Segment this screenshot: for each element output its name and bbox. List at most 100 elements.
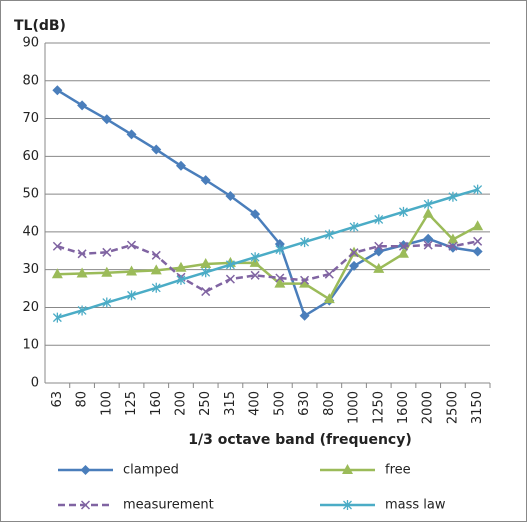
x-tick-label: 160: [149, 391, 164, 416]
point-marker: [448, 191, 458, 202]
point-marker: [151, 250, 161, 260]
y-tick-label: 60: [22, 149, 39, 164]
point-marker: [126, 240, 137, 250]
x-tick-label: 2500: [445, 391, 460, 424]
y-tick-label: 0: [31, 376, 39, 391]
point-marker: [201, 267, 211, 278]
x-tick-label: 500: [272, 391, 287, 416]
point-marker: [250, 209, 261, 220]
point-marker: [51, 268, 63, 279]
point-marker: [225, 259, 235, 270]
point-marker: [323, 293, 335, 304]
point-marker: [274, 277, 286, 288]
point-marker: [447, 233, 459, 244]
point-marker: [77, 249, 87, 259]
y-axis-title: TL(dB): [14, 18, 66, 34]
y-tick-label: 90: [22, 36, 39, 51]
point-marker: [275, 273, 285, 283]
x-tick-label: 1000: [347, 391, 362, 424]
point-marker: [250, 252, 260, 263]
point-marker: [373, 262, 385, 273]
point-marker: [397, 247, 409, 258]
point-marker: [52, 312, 62, 323]
point-marker: [423, 199, 433, 210]
point-marker: [324, 269, 334, 279]
x-tick-label: 200: [173, 391, 188, 416]
point-marker: [101, 266, 113, 277]
point-marker: [176, 274, 186, 285]
point-marker: [472, 220, 484, 231]
x-tick-label: 80: [75, 391, 90, 408]
x-tick-label: 800: [322, 391, 337, 416]
point-marker: [151, 144, 162, 155]
point-marker: [52, 241, 62, 251]
y-tick-label: 50: [22, 187, 39, 202]
y-tick-label: 10: [22, 338, 39, 353]
legend-label: mass law: [385, 498, 446, 513]
point-marker: [398, 241, 409, 251]
point-marker: [126, 129, 137, 140]
y-tick-label: 20: [22, 300, 39, 315]
point-marker: [150, 264, 162, 275]
point-marker: [473, 236, 483, 246]
legend-label: measurement: [123, 498, 214, 513]
point-marker: [250, 270, 260, 280]
x-tick-label: 100: [99, 391, 114, 416]
legend-marker: [343, 500, 352, 510]
point-marker: [126, 265, 138, 276]
point-marker: [275, 244, 285, 255]
x-tick-label: 630: [297, 391, 312, 416]
x-tick-label: 125: [124, 391, 139, 416]
point-marker: [76, 267, 88, 278]
point-marker: [472, 246, 483, 257]
x-axis-title: 1/3 octave band (frequency): [188, 432, 412, 448]
legend-marker: [342, 464, 353, 474]
point-marker: [423, 240, 433, 250]
point-marker: [77, 100, 88, 111]
series-line: [56, 89, 478, 318]
point-marker: [324, 229, 334, 240]
x-tick-label: 400: [248, 391, 263, 416]
x-tick-label: 250: [198, 391, 213, 416]
point-marker: [299, 277, 311, 288]
point-marker: [422, 207, 434, 218]
y-tick-label: 80: [22, 73, 39, 88]
point-marker: [349, 221, 359, 232]
point-marker: [225, 191, 236, 201]
point-marker: [200, 258, 212, 268]
point-marker: [399, 206, 408, 217]
point-marker: [77, 305, 87, 316]
point-marker: [151, 282, 161, 293]
point-marker: [374, 241, 384, 251]
legend-label: free: [385, 463, 411, 478]
point-marker: [349, 248, 359, 258]
point-marker: [201, 287, 211, 297]
legend-marker: [80, 465, 91, 475]
point-marker: [423, 233, 434, 244]
x-tick-label: 1250: [371, 391, 386, 424]
legend-marker: [80, 500, 91, 510]
point-marker: [175, 160, 186, 171]
point-marker: [102, 297, 112, 308]
point-marker: [102, 247, 112, 257]
point-marker: [374, 214, 384, 225]
point-marker: [127, 290, 136, 301]
point-marker: [300, 237, 310, 248]
x-tick-label: 315: [223, 391, 238, 416]
point-marker: [175, 261, 187, 272]
y-tick-label: 30: [22, 262, 39, 277]
x-tick-label: 2000: [421, 391, 436, 424]
point-marker: [225, 274, 235, 284]
point-marker: [52, 85, 63, 96]
y-tick-label: 70: [22, 111, 39, 126]
point-marker: [101, 114, 112, 125]
series-line: [57, 188, 478, 319]
x-tick-label: 3150: [470, 391, 485, 424]
y-tick-label: 40: [22, 224, 39, 239]
x-tick-label: 63: [50, 391, 65, 408]
point-marker: [473, 184, 483, 195]
point-marker: [300, 275, 310, 285]
series-line: [56, 240, 478, 293]
